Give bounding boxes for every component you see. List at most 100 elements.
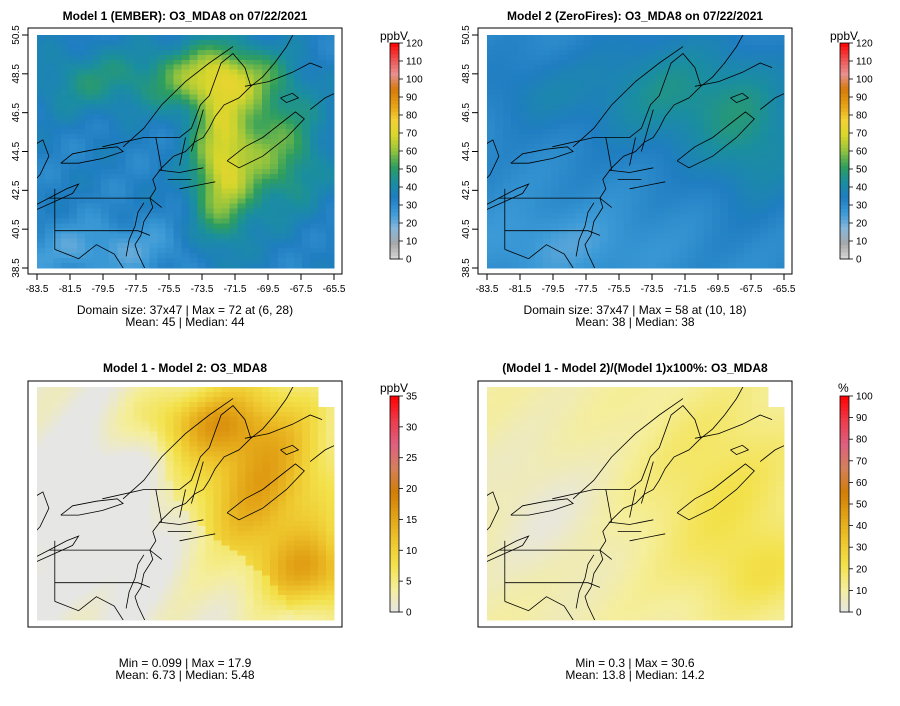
heatmap-cell (293, 431, 303, 438)
heatmap-cell (317, 134, 327, 140)
heatmap-cell (149, 253, 159, 259)
heatmap-cell (743, 168, 753, 175)
map-boundary-line (694, 62, 773, 87)
heatmap-cell (309, 406, 319, 413)
heatmap-cell (503, 263, 512, 269)
heatmap-cell (309, 391, 319, 398)
heatmap-cell (213, 486, 223, 492)
heatmap-cell (45, 49, 54, 56)
heatmap-cell (591, 173, 600, 180)
heatmap-cell (61, 243, 70, 249)
heatmap-cell (607, 223, 617, 229)
heatmap-cell (309, 451, 319, 458)
heatmap-cell (69, 134, 78, 140)
heatmap-cell (61, 35, 70, 41)
colorbar-segment (840, 255, 849, 260)
heatmap-cell (181, 466, 191, 472)
heatmap-cell (269, 263, 279, 269)
heatmap-cell (727, 198, 737, 205)
heatmap-cell (53, 144, 62, 150)
heatmap-cell (285, 134, 295, 140)
heatmap-cell (527, 243, 536, 249)
heatmap-cell (165, 411, 175, 418)
heatmap-cell (173, 64, 183, 71)
heatmap-cell (695, 198, 705, 205)
heatmap-cell (503, 64, 512, 71)
heatmap-cell (53, 64, 62, 71)
map-boundary-line (572, 46, 684, 148)
heatmap-cell (567, 44, 576, 51)
heatmap-cell (711, 203, 721, 210)
heatmap-cell (45, 59, 54, 66)
heatmap-cell (759, 39, 769, 46)
heatmap-cell (53, 79, 62, 86)
heatmap-cell (767, 243, 777, 249)
heatmap-cell (583, 109, 592, 115)
heatmap-cell (663, 248, 673, 254)
heatmap-cell (141, 134, 150, 140)
heatmap-cell (591, 149, 600, 155)
heatmap-cell (719, 153, 729, 160)
heatmap-cell (751, 134, 761, 140)
heatmap-cell (77, 223, 86, 229)
heatmap-cell (663, 198, 673, 205)
heatmap-cell (261, 104, 271, 110)
heatmap-cell (687, 44, 697, 51)
heatmap-cell (325, 139, 335, 145)
heatmap-cell (237, 253, 247, 259)
heatmap-cell (261, 49, 271, 56)
heatmap-cell (495, 44, 504, 51)
heatmap-cell (173, 436, 183, 443)
heatmap-cell (205, 89, 215, 96)
heatmap-cell (165, 406, 175, 413)
heatmap-cell (735, 149, 745, 155)
heatmap-cell (317, 114, 327, 120)
heatmap-cell (767, 228, 777, 234)
heatmap-cell (301, 178, 311, 185)
heatmap-cell (277, 168, 287, 175)
heatmap-cell (325, 530, 335, 537)
heatmap-cell (751, 178, 761, 185)
heatmap-cell (221, 44, 231, 51)
heatmap-cell (205, 426, 215, 433)
heatmap-cell (213, 228, 223, 234)
heatmap-cell (189, 163, 199, 170)
heatmap-cell (37, 114, 46, 120)
colorbar-segment (390, 136, 399, 141)
x-tick-label: -75.5 (608, 284, 631, 295)
heatmap-cell (221, 258, 231, 264)
heatmap-cell (607, 193, 617, 200)
heatmap-cell (69, 441, 78, 448)
heatmap-cell (551, 74, 560, 81)
heatmap-cell (655, 158, 665, 165)
heatmap-cell (687, 263, 697, 269)
heatmap-cell (61, 49, 70, 56)
panel-model2-y-axis: 38.540.542.544.546.548.550.5 (461, 25, 479, 278)
heatmap-cell (325, 486, 335, 492)
heatmap-cell (309, 119, 319, 125)
heatmap-cell (519, 158, 528, 165)
colorbar-segment (390, 237, 399, 242)
heatmap-cell (133, 436, 142, 443)
heatmap-cell (109, 173, 118, 180)
heatmap-cell (679, 253, 689, 259)
heatmap-cell (487, 139, 496, 145)
map-boundary-line (641, 109, 654, 152)
heatmap-cell (93, 510, 102, 517)
map-boundary-line (629, 181, 666, 190)
heatmap-cell (149, 153, 159, 160)
heatmap-cell (671, 248, 681, 254)
heatmap-cell (133, 411, 142, 418)
heatmap-cell (85, 238, 94, 244)
heatmap-cell (213, 525, 223, 532)
heatmap-cell (53, 54, 62, 61)
heatmap-cell (647, 114, 657, 120)
heatmap-cell (527, 139, 536, 145)
heatmap-cell (631, 124, 641, 130)
colorbar-segment (390, 223, 399, 228)
heatmap-cell (647, 183, 657, 190)
heatmap-cell (221, 406, 231, 413)
heatmap-cell (671, 218, 681, 224)
heatmap-cell (149, 406, 159, 413)
heatmap-cell (237, 223, 247, 229)
